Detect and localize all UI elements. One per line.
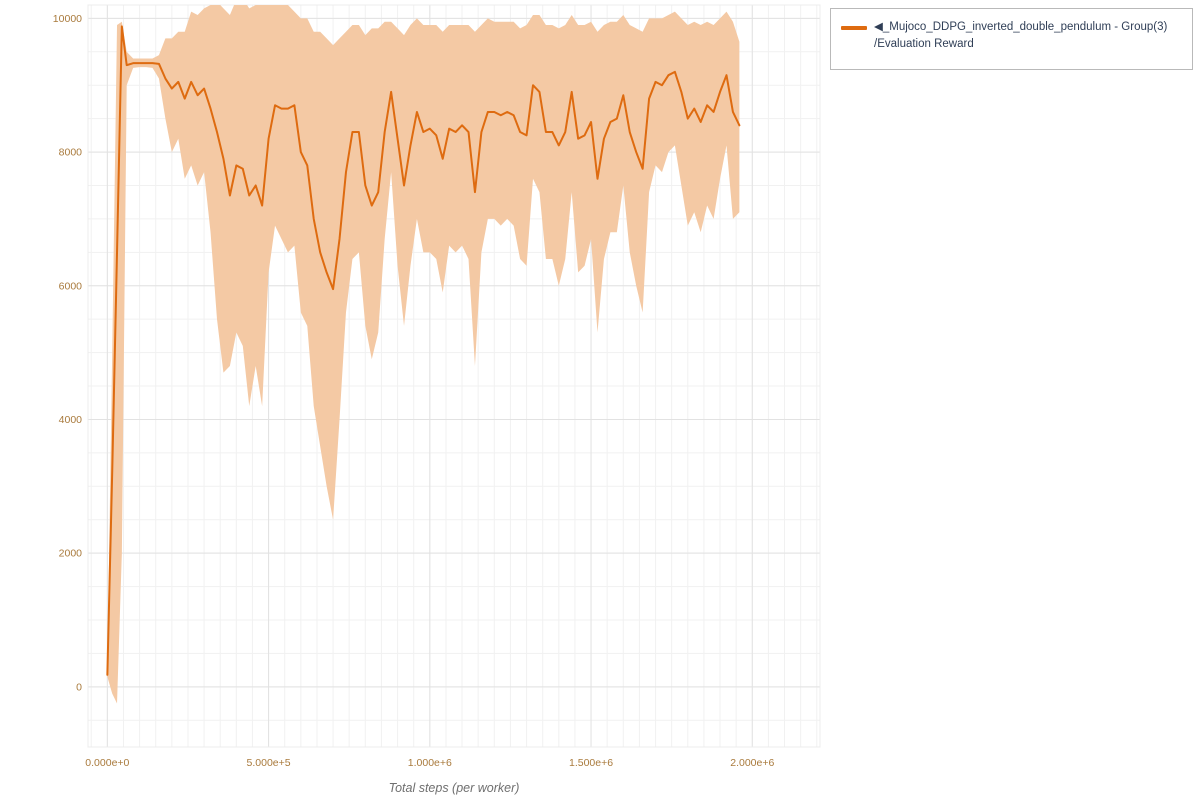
x-tick-label: 1.500e+6 — [569, 757, 613, 769]
evaluation-reward-chart[interactable]: 0 2000 4000 6000 8000 10000 0.000e+0 5.000e+5 1.… — [0, 0, 830, 800]
y-tick-label: 6000 — [59, 280, 83, 292]
legend-label-line1: ◀_Mujoco_DDPG_inverted_double_pendulum -… — [874, 21, 1168, 33]
legend-line-sample-icon — [841, 26, 867, 30]
legend: ◀_Mujoco_DDPG_inverted_double_pendulum -… — [830, 8, 1193, 70]
y-tick-label: 4000 — [59, 414, 83, 426]
x-tick-label: 0.000e+0 — [85, 757, 129, 769]
legend-label-line2: /Evaluation Reward — [874, 38, 974, 50]
y-tick-label: 0 — [76, 681, 82, 693]
legend-label: ◀_Mujoco_DDPG_inverted_double_pendulum -… — [874, 19, 1167, 53]
x-tick-label: 5.000e+5 — [247, 757, 291, 769]
x-axis-title: Total steps (per worker) — [388, 781, 520, 795]
y-tick-label: 2000 — [59, 548, 83, 560]
y-tick-label: 8000 — [59, 147, 83, 159]
reward-mean-line — [106, 25, 741, 676]
x-tick-label: 1.000e+6 — [408, 757, 452, 769]
y-tick-label: 10000 — [53, 13, 82, 25]
reward-confidence-band — [107, 5, 740, 704]
x-tick-label: 2.000e+6 — [730, 757, 774, 769]
